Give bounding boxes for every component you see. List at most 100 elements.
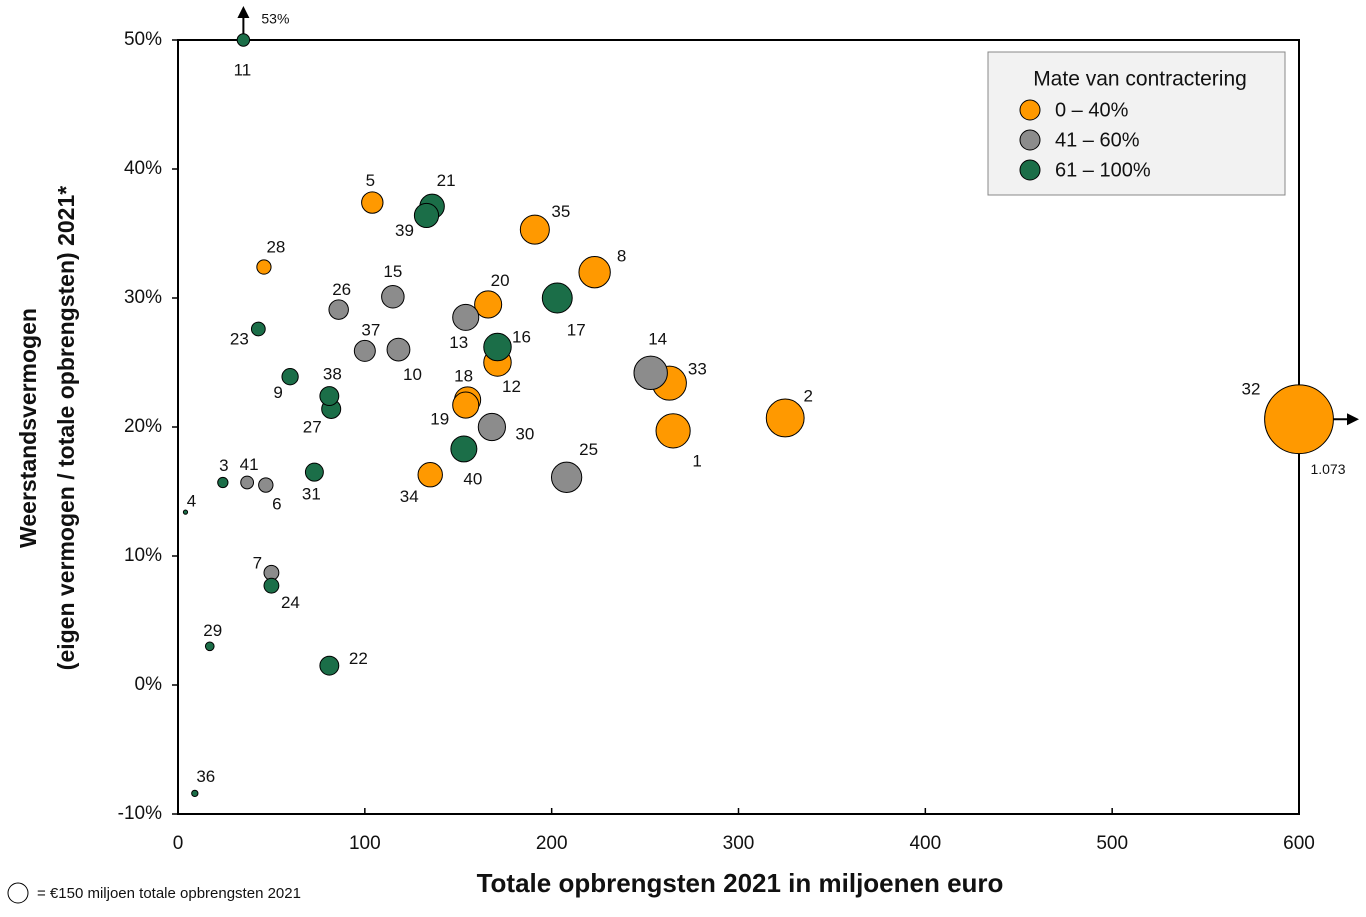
bubble-label: 37: [361, 320, 380, 339]
offscale-label: 53%: [261, 11, 289, 27]
bubble-label: 39: [395, 221, 414, 240]
bubble-label: 23: [230, 329, 249, 348]
legend-label: 61 – 100%: [1055, 159, 1151, 181]
y-axis-title-line: Weerstandsvermogen: [15, 308, 41, 548]
bubble: [1264, 384, 1334, 455]
x-axis-title: Totale opbrengsten 2021 in miljoenen eur…: [477, 868, 1004, 898]
bubble: [182, 509, 189, 515]
y-tick-label: 30%: [124, 287, 162, 308]
bubble: [541, 282, 573, 314]
x-tick-label: 200: [536, 833, 568, 854]
bubble-label: 40: [463, 469, 482, 488]
bubble: [655, 413, 691, 449]
bubble: [417, 462, 443, 488]
offscale-label: 1.073: [1310, 461, 1345, 477]
legend-label: 0 – 40%: [1055, 99, 1129, 121]
bubble-label: 17: [567, 320, 586, 339]
size-note: = €150 miljoen totale opbrengsten 2021: [37, 885, 301, 902]
legend-title: Mate van contractering: [1033, 68, 1247, 91]
x-tick-label: 500: [1096, 833, 1128, 854]
bubble-label: 26: [332, 280, 351, 299]
bubble-label: 31: [302, 485, 321, 504]
bubble: [281, 368, 299, 386]
x-tick-label: 100: [349, 833, 381, 854]
y-axis-title: Weerstandsvermogen (eigen vermogen / tot…: [15, 186, 79, 670]
bubble: [477, 412, 506, 442]
x-tick-label: 300: [723, 833, 755, 854]
bubble-label: 14: [648, 329, 667, 348]
y-tick-label: 20%: [124, 416, 162, 437]
bubble-label: 27: [303, 417, 322, 436]
bubble: [483, 332, 512, 362]
bubble-label: 34: [400, 487, 419, 506]
bubble: [413, 202, 440, 229]
bubbles: [182, 6, 1359, 798]
legend-marker: [1019, 159, 1041, 181]
bubble: [452, 303, 480, 331]
bubble-label: 18: [454, 366, 473, 385]
bubble: [361, 191, 384, 214]
bubble-label: 24: [281, 593, 300, 612]
x-tick-label: 600: [1283, 833, 1315, 854]
x-tick-label: 0: [173, 833, 184, 854]
size-reference-circle: [7, 882, 29, 904]
bubble: [474, 290, 503, 319]
bubble: [217, 476, 229, 489]
bubble: [328, 299, 349, 320]
bubble: [633, 355, 668, 391]
bubble-label: 16: [512, 328, 531, 347]
bubble-label: 30: [515, 424, 534, 443]
bubble-label: 2: [803, 386, 812, 405]
bubble-label: 32: [1242, 380, 1261, 399]
bubble-label: 19: [430, 410, 449, 429]
y-tick-label: -10%: [118, 803, 162, 824]
bubble-label: 11: [234, 60, 252, 79]
bubble-label: 29: [203, 621, 222, 640]
bubble: [353, 339, 376, 362]
x-tick-label: 400: [909, 833, 941, 854]
bubble: [191, 789, 199, 798]
bubble-label: 6: [272, 495, 281, 514]
bubble: [450, 435, 478, 463]
bubble: [256, 259, 272, 275]
bubble: [319, 386, 340, 406]
bubble: [258, 477, 274, 493]
y-tick-label: 0%: [135, 674, 163, 695]
bubble-label: 22: [349, 649, 368, 668]
bubble-label: 3: [219, 456, 228, 475]
bubble: [304, 462, 324, 482]
bubble-label: 1: [692, 451, 701, 470]
bubble-label: 5: [366, 171, 375, 190]
bubble-label: 21: [437, 171, 456, 190]
y-tick-label: 10%: [124, 545, 162, 566]
bubble-label: 13: [449, 333, 468, 352]
bubble-label: 7: [253, 553, 262, 572]
bubble-label: 12: [502, 377, 521, 396]
bubble: [519, 214, 550, 245]
y-tick-label: 50%: [124, 29, 162, 50]
legend-marker: [1019, 129, 1041, 151]
bubble-label: 15: [383, 262, 402, 281]
bubble-label: 38: [323, 365, 342, 384]
bubble: [578, 256, 611, 289]
legend-label: 41 – 60%: [1055, 129, 1140, 151]
bubble: [204, 641, 215, 652]
bubble-label: 36: [196, 767, 215, 786]
y-axis-title-line: (eigen vermogen / totale opbrengsten) 20…: [53, 186, 79, 670]
legend-marker: [1019, 99, 1041, 121]
bubble: [452, 391, 480, 419]
bubble-label: 25: [579, 440, 598, 459]
bubble-labels: 1.07332213314825173512163020181913402134…: [187, 11, 1346, 786]
bubble-label: 41: [240, 455, 259, 474]
bubble-label: 4: [187, 492, 196, 511]
bubble-label: 8: [617, 247, 626, 266]
offscale-arrowhead: [237, 6, 250, 18]
bubble: [236, 33, 251, 47]
bubble-label: 28: [266, 238, 285, 257]
bubble-label: 33: [688, 360, 707, 379]
bubble-label: 9: [273, 383, 282, 402]
bubble: [386, 337, 411, 362]
y-tick-label: 40%: [124, 158, 162, 179]
